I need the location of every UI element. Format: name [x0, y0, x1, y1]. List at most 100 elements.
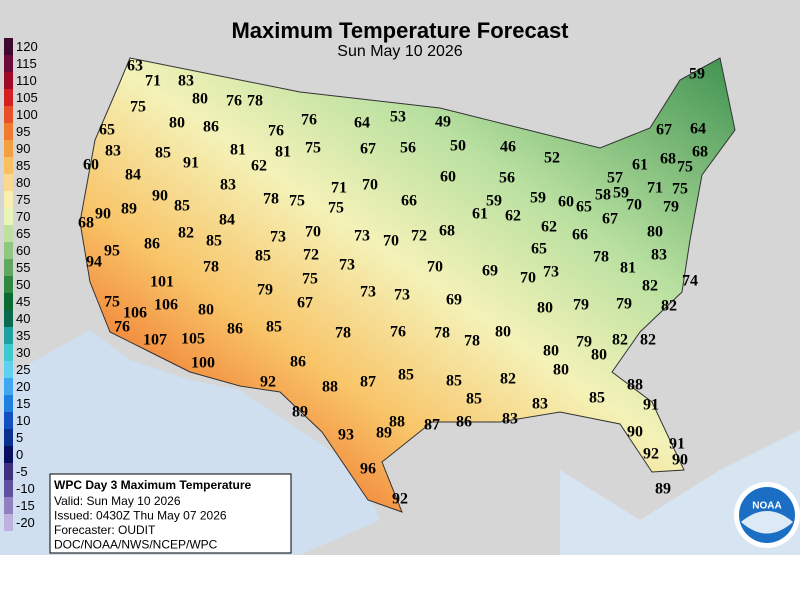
legend-label: 5	[16, 430, 23, 445]
temperature: 75	[305, 140, 321, 157]
legend-label: 115	[16, 56, 37, 71]
temperature: 83	[532, 396, 548, 413]
legend-label: 65	[16, 226, 30, 241]
temperature: 46	[500, 139, 516, 156]
temperature: 87	[424, 417, 440, 434]
info-box	[49, 473, 292, 554]
temperature: 89	[655, 481, 671, 498]
temperature: 72	[303, 247, 319, 264]
temperature: 80	[495, 324, 511, 341]
temperature: 85	[446, 373, 462, 390]
temperature: 70	[305, 224, 321, 241]
temperature: 62	[541, 219, 557, 236]
temperature: 88	[322, 379, 338, 396]
legend-label: -20	[16, 515, 35, 530]
legend-label: 45	[16, 294, 30, 309]
legend-label: -5	[16, 464, 28, 479]
info-line: Valid: Sun May 10 2026	[54, 494, 181, 508]
temperature: 88	[627, 377, 643, 394]
legend-swatch	[4, 276, 13, 293]
temperature: 62	[251, 158, 267, 175]
temperature: 59	[486, 193, 502, 210]
legend-swatch	[4, 140, 13, 157]
legend-label: 0	[16, 447, 23, 462]
temperature: 68	[78, 215, 94, 232]
legend-label: -15	[16, 498, 35, 513]
legend-label: 35	[16, 328, 30, 343]
temperature: 76	[301, 112, 317, 129]
info-line: DOC/NOAA/NWS/NCEP/WPC	[54, 538, 218, 552]
conus-shading	[79, 57, 736, 513]
temperature: 94	[86, 254, 102, 271]
temperature: 86	[290, 354, 306, 371]
legend-label: 85	[16, 158, 30, 173]
legend-label: 40	[16, 311, 30, 326]
legend-label: 80	[16, 175, 30, 190]
legend-label: 105	[16, 90, 38, 105]
subtitle: Sun May 10 2026	[337, 43, 463, 60]
temperature: 80	[591, 347, 607, 364]
temperature: 76	[390, 324, 406, 341]
temperature: 80	[537, 300, 553, 317]
temperature: 93	[338, 427, 354, 444]
temperature: 75	[289, 193, 305, 210]
temperature: 79	[573, 297, 589, 314]
legend-swatch	[4, 242, 13, 259]
temperature: 61	[632, 157, 648, 174]
info-heading: WPC Day 3 Maximum Temperature	[54, 478, 251, 492]
legend-swatch	[4, 225, 13, 242]
temperature: 83	[178, 73, 194, 90]
temperature: 80	[192, 91, 208, 108]
legend-swatch	[4, 497, 13, 514]
temperature: 79	[663, 199, 679, 216]
temperature: 82	[640, 332, 656, 349]
temperature: 78	[247, 93, 263, 110]
temperature: 75	[104, 294, 120, 311]
legend-swatch	[4, 310, 13, 327]
temperature: 74	[682, 273, 698, 290]
temperature: 57	[607, 170, 623, 187]
temperature: 68	[692, 144, 708, 161]
temperature: 80	[543, 343, 559, 360]
temperature: 106	[123, 305, 147, 322]
temperature: 85	[155, 145, 171, 162]
temperature: 59	[530, 190, 546, 207]
temperature: 70	[383, 233, 399, 250]
legend-swatch	[4, 106, 13, 123]
temperature: 82	[500, 371, 516, 388]
temperature: 67	[297, 295, 313, 312]
temperature: 96	[360, 461, 376, 478]
legend-label: 25	[16, 362, 30, 377]
temperature: 78	[464, 333, 480, 350]
legend-label: 60	[16, 243, 30, 258]
temperature: 83	[105, 143, 121, 160]
legend-swatch	[4, 446, 13, 463]
temperature: 107	[143, 332, 167, 349]
temperature: 84	[125, 167, 141, 184]
legend-swatch	[4, 293, 13, 310]
temperature: 86	[144, 236, 160, 253]
temperature: 73	[339, 257, 355, 274]
legend-label: 110	[16, 73, 37, 88]
temperature: 59	[613, 185, 629, 202]
temperature: 80	[553, 362, 569, 379]
temperature: 70	[362, 177, 378, 194]
temperature: 85	[255, 248, 271, 265]
temperature: 95	[104, 243, 120, 260]
temperature: 76	[226, 93, 242, 110]
temperature: 66	[401, 193, 417, 210]
temperature: 82	[612, 332, 628, 349]
logo-text: NOAA	[752, 501, 781, 512]
temperature: 71	[647, 180, 663, 197]
temperature: 86	[227, 321, 243, 338]
temperature: 69	[482, 263, 498, 280]
temperature: 70	[427, 259, 443, 276]
temperature: 79	[616, 296, 632, 313]
temperature: 101	[150, 274, 174, 291]
info-line: Forecaster: OUDIT	[54, 523, 156, 537]
legend-label: 30	[16, 345, 30, 360]
temperature: 81	[620, 260, 636, 277]
temperature: 79	[257, 282, 273, 299]
